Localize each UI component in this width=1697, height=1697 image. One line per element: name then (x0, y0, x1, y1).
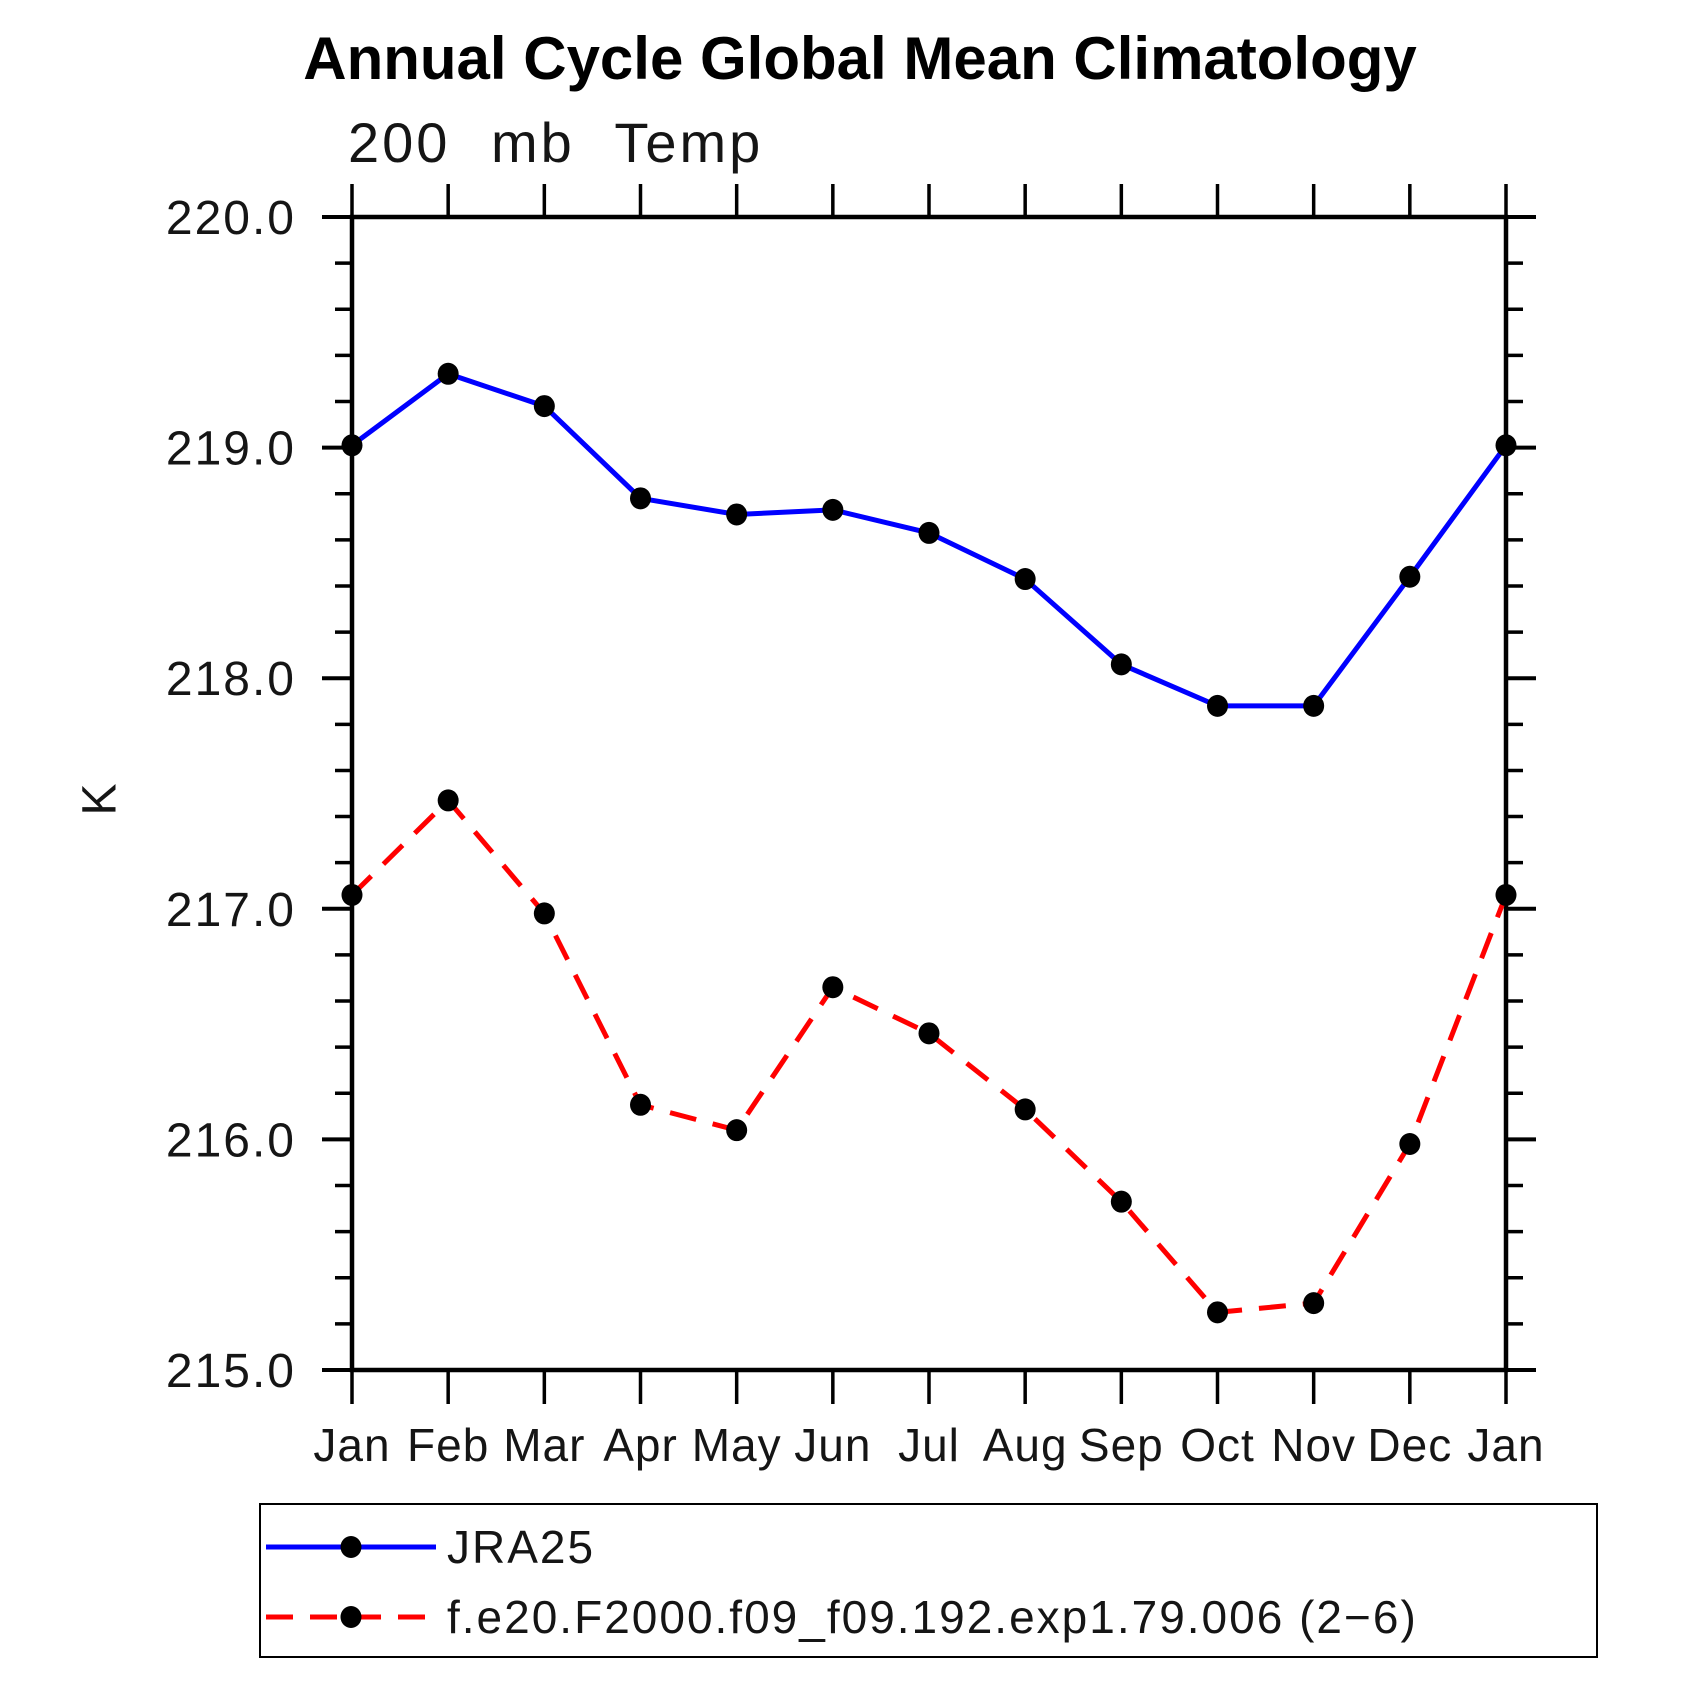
y-tick-label: 219.0 (166, 423, 296, 476)
x-tick-label: Jan (313, 1419, 390, 1471)
chart-title: Annual Cycle Global Mean Climatology (303, 25, 1417, 92)
x-tick-label: Jul (898, 1419, 960, 1471)
legend-box: JRA25 f.e20.F2000.f09_f09.192.exp1.79.00… (259, 1503, 1598, 1658)
legend-line-sample-jra25 (266, 1536, 436, 1558)
x-tick-label: Oct (1180, 1419, 1255, 1471)
x-tick-label: Feb (407, 1419, 489, 1471)
x-tick-label: Aug (983, 1419, 1068, 1471)
legend-label-model: f.e20.F2000.f09_f09.192.exp1.79.006 (2−6… (447, 1591, 1418, 1643)
x-tick-label: Apr (603, 1419, 678, 1471)
legend-item-jra25: JRA25 (264, 1521, 595, 1573)
y-axis-ticks: 220.0 219.0 218.0 217.0 216.0 215.0 (166, 192, 1536, 1398)
legend-item-model: f.e20.F2000.f09_f09.192.exp1.79.006 (2−6… (264, 1591, 1418, 1643)
chart-subtitle: 200 mb Temp (348, 111, 764, 174)
x-tick-label: Sep (1079, 1419, 1164, 1471)
series-markers-1 (341, 789, 1517, 1324)
axis-frame (349, 214, 1509, 1373)
x-tick-label: May (692, 1419, 782, 1471)
y-tick-label: 217.0 (166, 884, 296, 937)
x-tick-label: Dec (1367, 1419, 1452, 1471)
y-tick-label: 216.0 (166, 1114, 296, 1167)
legend-label-jra25: JRA25 (447, 1521, 596, 1573)
x-tick-label: Nov (1271, 1419, 1356, 1471)
series-markers-0 (341, 362, 1517, 717)
x-tick-label: Jan (1467, 1419, 1544, 1471)
y-tick-label: 215.0 (166, 1345, 296, 1398)
plot-area: Jan Feb Mar Apr May Jun Jul Aug Sep Oct Nov Dec Jan 2… (166, 184, 1544, 1471)
y-tick-label: 220.0 (166, 192, 296, 245)
series-line-1 (350, 796, 1509, 1315)
x-tick-label: Jun (794, 1419, 871, 1471)
x-axis-ticks: Jan Feb Mar Apr May Jun Jul Aug Sep Oct Nov Dec Jan (313, 184, 1544, 1471)
y-tick-label: 218.0 (166, 653, 296, 706)
x-tick-label: Mar (503, 1419, 585, 1471)
legend-line-sample-model (266, 1606, 436, 1628)
